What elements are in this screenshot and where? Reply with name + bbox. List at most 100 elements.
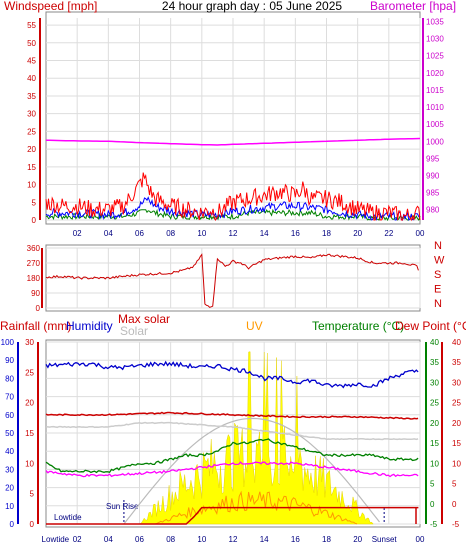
temp-tick-label: 40 (430, 338, 439, 347)
dew-tick-label: 20 (452, 419, 461, 428)
x-tick-label: 06 (135, 229, 144, 238)
compass-label: W (434, 255, 445, 267)
sunrise-annotation: Sun Rise (106, 502, 139, 511)
y-left-tick-label: 20 (27, 145, 36, 154)
rain-tick-label: 70 (5, 393, 14, 402)
x-tick-label: 12 (229, 535, 238, 544)
dew-tick-label: 30 (452, 378, 461, 387)
x-tick-label: 04 (104, 535, 113, 544)
y-right-tick-label: 1020 (426, 69, 444, 78)
y-right-tick-label: 985 (426, 189, 440, 198)
dew-tick-label: 25 (452, 399, 461, 408)
solar-fill (139, 351, 374, 525)
dir-tick-label: 90 (31, 289, 40, 298)
solar-line (45, 461, 419, 478)
y-right-tick-label: 1025 (426, 52, 444, 61)
hum-tick-label: 0 (30, 520, 35, 529)
y-right-tick-label: 995 (426, 154, 440, 163)
y-right-tick-label: 980 (426, 206, 440, 215)
panel1-layer: 5550454035302520151050103510301025102010… (27, 17, 444, 238)
temp-tick-label: -5 (430, 520, 438, 529)
legend-humidity: Humidity (66, 319, 113, 333)
hum-tick-label: 5 (30, 490, 35, 499)
dew-point-line (45, 411, 419, 420)
rain-tick-label: 90 (5, 356, 14, 365)
temp-tick-label: 10 (430, 459, 439, 468)
wind-direction-line (45, 253, 419, 308)
temperature-line (45, 438, 419, 474)
y-left-tick-label: 5 (32, 198, 37, 207)
x-tick-label: 02 (73, 229, 82, 238)
legend-rainfall: Rainfall (mm) (0, 319, 71, 333)
temp-tick-label: 30 (430, 378, 439, 387)
rain-tick-label: 50 (5, 429, 14, 438)
rain-tick-label: 0 (10, 520, 15, 529)
y-left-tick-label: 0 (32, 216, 37, 225)
y-left-tick-label: 25 (27, 127, 36, 136)
compass-label: N (434, 298, 442, 310)
hum-tick-label: 10 (25, 459, 34, 468)
dew-tick-label: 15 (452, 439, 461, 448)
hum-tick-label: 30 (25, 338, 34, 347)
legend-dewpoint: Dew Point (°C) (395, 319, 466, 333)
rain-tick-label: 40 (5, 447, 14, 456)
gust-line (45, 172, 421, 222)
chart-title: 24 hour graph day : 05 June 2025 (162, 0, 342, 13)
temp-tick-label: 0 (430, 500, 435, 509)
humidity-line (45, 360, 419, 389)
y-right-tick-label: 1030 (426, 35, 444, 44)
hum-tick-label: 20 (25, 399, 34, 408)
y-left-tick-label: 30 (27, 110, 36, 119)
x-tick-label: 14 (260, 229, 269, 238)
hum-tick-label: 25 (25, 368, 34, 377)
y-left-tick-label: 55 (27, 21, 36, 30)
x-tick-label: 16 (291, 229, 300, 238)
y-right-tick-label: 1005 (426, 120, 444, 129)
panel3-layer: 1009080706050403020100302520151050403530… (1, 338, 462, 544)
y-left-tick-label: 45 (27, 57, 36, 66)
y-left-tick-label: 15 (27, 163, 36, 172)
temp-tick-label: 15 (430, 439, 439, 448)
y-right-tick-label: 1010 (426, 103, 444, 112)
x-tick-label: 18 (322, 229, 331, 238)
wind-line (45, 196, 421, 222)
y-left-tick-label: 40 (27, 74, 36, 83)
x-tick-label: 16 (291, 535, 300, 544)
legend-max-solar: Max solar (118, 312, 170, 326)
x-tick-label: 00 (416, 535, 425, 544)
y-left-tick-label: 50 (27, 39, 36, 48)
x-tick-label: 10 (197, 535, 206, 544)
y-left-tick-label: 35 (27, 92, 36, 101)
y-right-tick-label: 990 (426, 171, 440, 180)
x-tick-label: 20 (353, 535, 362, 544)
x-tick-label: 08 (166, 229, 175, 238)
rain-tick-label: 20 (5, 484, 14, 493)
x-tick-label: 08 (166, 535, 175, 544)
x-tick-label: 02 (73, 535, 82, 544)
legend-temperature: Temperature (°C) (312, 319, 404, 333)
x-tick-label: Lowtide (42, 535, 70, 544)
x-tick-label: Sunset (372, 535, 398, 544)
legend-uv: UV (246, 319, 263, 333)
dew-tick-label: -5 (452, 520, 460, 529)
y-right-tick-label: 1000 (426, 137, 444, 146)
x-tick-label: 12 (229, 229, 238, 238)
y-right-tick-label: 1015 (426, 86, 444, 95)
compass-label: S (434, 269, 441, 281)
barometer-line (45, 137, 421, 146)
rain-tick-label: 30 (5, 465, 14, 474)
temp-tick-label: 25 (430, 399, 439, 408)
uv-line (154, 490, 358, 525)
left-axis-title: Windspeed [mph] (4, 0, 97, 13)
dir-tick-label: 360 (27, 244, 41, 253)
dew-tick-label: 5 (452, 480, 457, 489)
x-tick-label: 14 (260, 535, 269, 544)
x-tick-label: 00 (416, 229, 425, 238)
rain-tick-label: 80 (5, 374, 14, 383)
temp-tick-label: 20 (430, 419, 439, 428)
dew-tick-label: 10 (452, 459, 461, 468)
right-axis-title: Barometer [hpa] (370, 0, 456, 13)
rain-tick-label: 10 (5, 502, 14, 511)
